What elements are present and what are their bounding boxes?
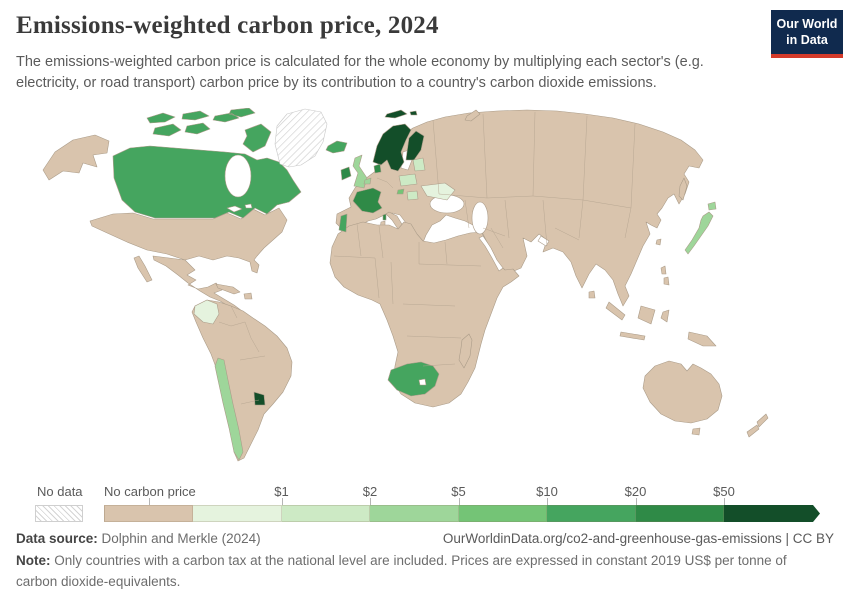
country-norway-sweden[interactable] bbox=[372, 123, 412, 172]
map-legend: No data No carbon price $1 $2 $5 $10 $20 $50 bbox=[35, 478, 831, 524]
country-slovenia[interactable] bbox=[396, 188, 405, 195]
legend-tick-label: $1 bbox=[274, 484, 289, 499]
legend-tick bbox=[635, 498, 637, 505]
no-data-label: No data bbox=[37, 484, 83, 499]
legend-bin-p20[interactable] bbox=[547, 505, 636, 522]
country-iceland[interactable] bbox=[325, 140, 348, 154]
legend-label-no_price: No carbon price bbox=[104, 484, 196, 499]
red-sea bbox=[478, 235, 504, 272]
owid-logo-line2: in Data bbox=[786, 32, 828, 47]
legend-tick-label: $5 bbox=[451, 484, 466, 499]
owid-url-link[interactable]: OurWorldinData.org/co2-and-greenhouse-ga… bbox=[442, 531, 834, 546]
country-canada[interactable] bbox=[112, 145, 302, 219]
country-hungary[interactable] bbox=[406, 190, 419, 201]
data-source-value: Dolphin and Merkle (2024) bbox=[97, 531, 261, 546]
legend-tick-label: $10 bbox=[536, 484, 558, 499]
legend-tick bbox=[370, 498, 371, 505]
islands-svalbard[interactable] bbox=[384, 109, 418, 119]
country-estonia-latvia[interactable] bbox=[412, 157, 426, 172]
islands-north-asia[interactable] bbox=[464, 109, 688, 299]
legend-tick bbox=[547, 498, 548, 505]
legend-bin-no_price[interactable] bbox=[104, 505, 193, 522]
country-chile[interactable] bbox=[214, 357, 244, 461]
legend-tick bbox=[458, 498, 460, 505]
country-madagascar[interactable] bbox=[458, 333, 473, 369]
legend-tick-label: $2 bbox=[362, 484, 378, 499]
legend-bar bbox=[104, 505, 820, 522]
owid-logo-line1: Our World bbox=[776, 17, 838, 31]
country-colombia[interactable] bbox=[193, 299, 220, 325]
country-south-america-mainland[interactable] bbox=[191, 299, 293, 462]
note-value: Only countries with a carbon tax at the … bbox=[16, 553, 787, 589]
country-ireland[interactable] bbox=[340, 166, 352, 181]
country-borders bbox=[218, 111, 636, 405]
country-alaska-usa[interactable] bbox=[42, 134, 110, 181]
country-africa-mainland[interactable] bbox=[329, 221, 520, 408]
country-new-zealand[interactable] bbox=[746, 413, 769, 438]
legend-tick-label: $20 bbox=[624, 484, 647, 499]
data-source-label: Data source: bbox=[16, 531, 98, 546]
world-choropleth-map bbox=[35, 108, 815, 470]
country-canada-arctic-islands[interactable] bbox=[146, 108, 272, 153]
legend-tick-label: $50 bbox=[713, 484, 735, 499]
country-france[interactable] bbox=[352, 187, 387, 221]
country-japan[interactable] bbox=[684, 201, 717, 255]
country-greenland-no-data[interactable] bbox=[274, 108, 328, 168]
legend-bin-p1[interactable] bbox=[193, 505, 282, 522]
legend-bin-p2[interactable] bbox=[281, 505, 370, 522]
country-eurasia-mainland[interactable] bbox=[335, 109, 704, 307]
islands-southeast-asia[interactable] bbox=[605, 301, 717, 347]
owid-logo[interactable]: Our World in Data bbox=[771, 10, 843, 59]
caspian-sea bbox=[471, 201, 489, 235]
country-poland[interactable] bbox=[398, 173, 418, 187]
great-lakes bbox=[226, 203, 253, 213]
islands-philippines[interactable] bbox=[660, 265, 670, 286]
hudson-bay bbox=[224, 154, 252, 198]
page-title: Emissions-weighted carbon price, 2024 bbox=[16, 12, 439, 39]
legend-tick bbox=[281, 498, 283, 505]
country-portugal[interactable] bbox=[338, 213, 348, 233]
country-netherlands[interactable] bbox=[363, 177, 372, 185]
country-south-africa[interactable] bbox=[387, 361, 440, 397]
legend-bin-p10[interactable] bbox=[458, 505, 547, 522]
legend-bin-p5[interactable] bbox=[370, 505, 459, 522]
country-united-kingdom[interactable] bbox=[352, 154, 368, 189]
country-australia[interactable] bbox=[642, 360, 723, 436]
islands-caribbean[interactable] bbox=[215, 283, 253, 300]
country-finland[interactable] bbox=[405, 130, 425, 161]
legend-bin-p50plus[interactable] bbox=[724, 505, 820, 522]
note-line: Note: Only countries with a carbon tax a… bbox=[16, 551, 826, 592]
data-source-line: Data source: Dolphin and Merkle (2024) bbox=[16, 529, 261, 549]
country-lesotho[interactable] bbox=[418, 378, 427, 386]
country-denmark[interactable] bbox=[373, 163, 382, 174]
footer: Data source: Dolphin and Merkle (2024) O… bbox=[16, 529, 834, 592]
note-label: Note: bbox=[16, 553, 51, 569]
legend-bin-p50[interactable] bbox=[635, 505, 724, 522]
page-subtitle: The emissions-weighted carbon price is c… bbox=[16, 54, 704, 91]
country-uruguay[interactable] bbox=[253, 391, 266, 406]
legend-tick bbox=[724, 498, 725, 505]
legend-tick bbox=[148, 498, 150, 505]
no-data-swatch[interactable] bbox=[35, 505, 83, 522]
